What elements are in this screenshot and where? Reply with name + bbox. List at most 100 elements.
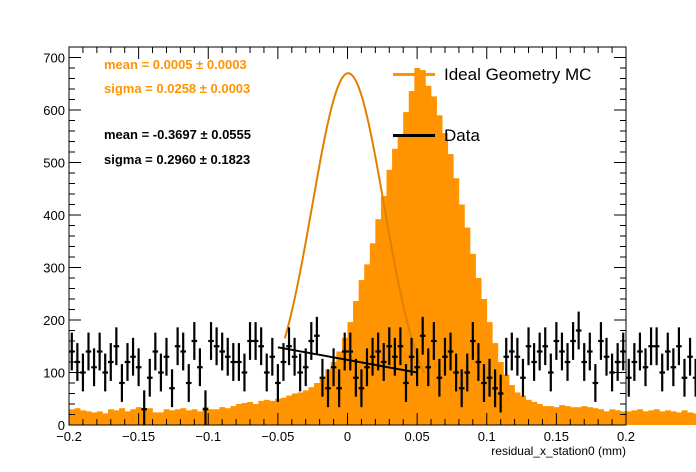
data-point <box>375 332 381 371</box>
data-point <box>548 353 554 392</box>
y-tick-label: 300 <box>43 261 65 276</box>
data-point <box>275 364 281 402</box>
data-point <box>642 348 649 387</box>
y-tick-label: 0 <box>58 418 65 433</box>
mc-gaussian-fit <box>283 72 425 374</box>
mc-bar <box>392 148 398 425</box>
mc-bar <box>525 399 532 425</box>
data-point <box>553 322 560 360</box>
data-point <box>542 327 549 366</box>
data-point <box>107 343 114 381</box>
mc-bar <box>542 406 549 425</box>
y-tick-label: 700 <box>43 51 65 66</box>
data-point <box>185 364 192 402</box>
mc-bar <box>158 412 164 425</box>
y-tick-label: 500 <box>43 156 65 171</box>
mc-bar <box>670 411 677 425</box>
mc-bar <box>102 413 109 425</box>
data-point <box>330 348 337 387</box>
mc-bar <box>403 112 410 425</box>
data-point <box>113 327 120 366</box>
data-point <box>525 327 532 366</box>
data-point <box>464 353 471 392</box>
mc-bar <box>185 410 192 425</box>
data-point <box>302 348 309 387</box>
mc-sigma-stat: sigma = 0.0258 ± 0.0003 <box>104 81 251 96</box>
mc-bar <box>236 404 242 425</box>
mc-bar <box>692 413 696 425</box>
mc-bar <box>653 409 660 425</box>
mc-bar <box>163 409 170 425</box>
mc-bar <box>375 219 382 425</box>
x-tick-label: −0.15 <box>122 429 155 444</box>
data-point <box>169 369 175 408</box>
mc-bar <box>174 409 181 425</box>
mc-bar <box>481 299 488 425</box>
mc-bar <box>436 115 443 425</box>
mc-bar <box>464 227 471 425</box>
data-point <box>492 369 498 408</box>
data-point <box>603 337 610 376</box>
mc-bar <box>130 409 137 425</box>
data-point <box>453 353 459 392</box>
data-point <box>509 332 515 371</box>
data-point <box>135 348 142 387</box>
data-point <box>397 327 404 366</box>
mc-bar <box>308 387 315 425</box>
mc-bar <box>169 410 176 425</box>
data-point <box>575 311 582 350</box>
data-point <box>325 369 331 408</box>
y-tick-label: 600 <box>43 103 65 118</box>
data-point <box>336 369 342 408</box>
mc-bar <box>520 395 527 425</box>
mc-bar <box>425 85 432 425</box>
mc-mean-stat: mean = 0.0005 ± 0.0003 <box>104 57 247 72</box>
data-point <box>224 337 231 376</box>
mc-bar <box>180 408 187 425</box>
mc-bar <box>447 154 454 425</box>
mc-bar <box>119 408 125 425</box>
data-point <box>659 353 665 392</box>
data-point <box>213 327 220 366</box>
data-point <box>247 322 253 360</box>
data-point <box>96 332 103 371</box>
mc-bar <box>419 70 426 425</box>
mc-bar <box>386 169 393 425</box>
mc-bar <box>414 68 421 425</box>
data-point <box>119 364 125 402</box>
data-point <box>208 322 214 360</box>
data-point <box>297 353 303 392</box>
mc-bar <box>598 409 605 425</box>
data-point <box>431 322 437 360</box>
mc-bar <box>291 393 298 425</box>
mc-bar <box>659 411 666 425</box>
mc-bar <box>687 412 694 425</box>
data-point <box>592 364 599 402</box>
mc-bar <box>96 411 103 425</box>
mc-bar <box>258 400 265 425</box>
legend-data-line <box>393 134 435 137</box>
mc-bar <box>69 409 75 425</box>
mc-bar <box>458 204 465 425</box>
data-point <box>141 390 147 425</box>
data-point <box>486 358 493 397</box>
data-point <box>536 332 543 371</box>
data-point <box>386 327 393 366</box>
data-point <box>280 343 287 381</box>
mc-bar <box>559 405 566 425</box>
x-tick-label: 0.15 <box>544 429 569 444</box>
data-point <box>258 327 264 366</box>
data-point <box>436 358 443 397</box>
mc-bar <box>681 410 688 425</box>
data-point <box>447 332 454 371</box>
data-point <box>146 358 153 397</box>
mc-bar <box>275 398 281 425</box>
data-sigma-stat: sigma = 0.2960 ± 0.1823 <box>104 152 251 167</box>
mc-bar <box>631 410 638 425</box>
data-point <box>676 327 682 366</box>
mc-bar <box>564 406 571 425</box>
data-point <box>241 353 248 392</box>
data-point <box>230 343 237 381</box>
data-point <box>347 332 354 371</box>
mc-bar <box>626 411 632 425</box>
